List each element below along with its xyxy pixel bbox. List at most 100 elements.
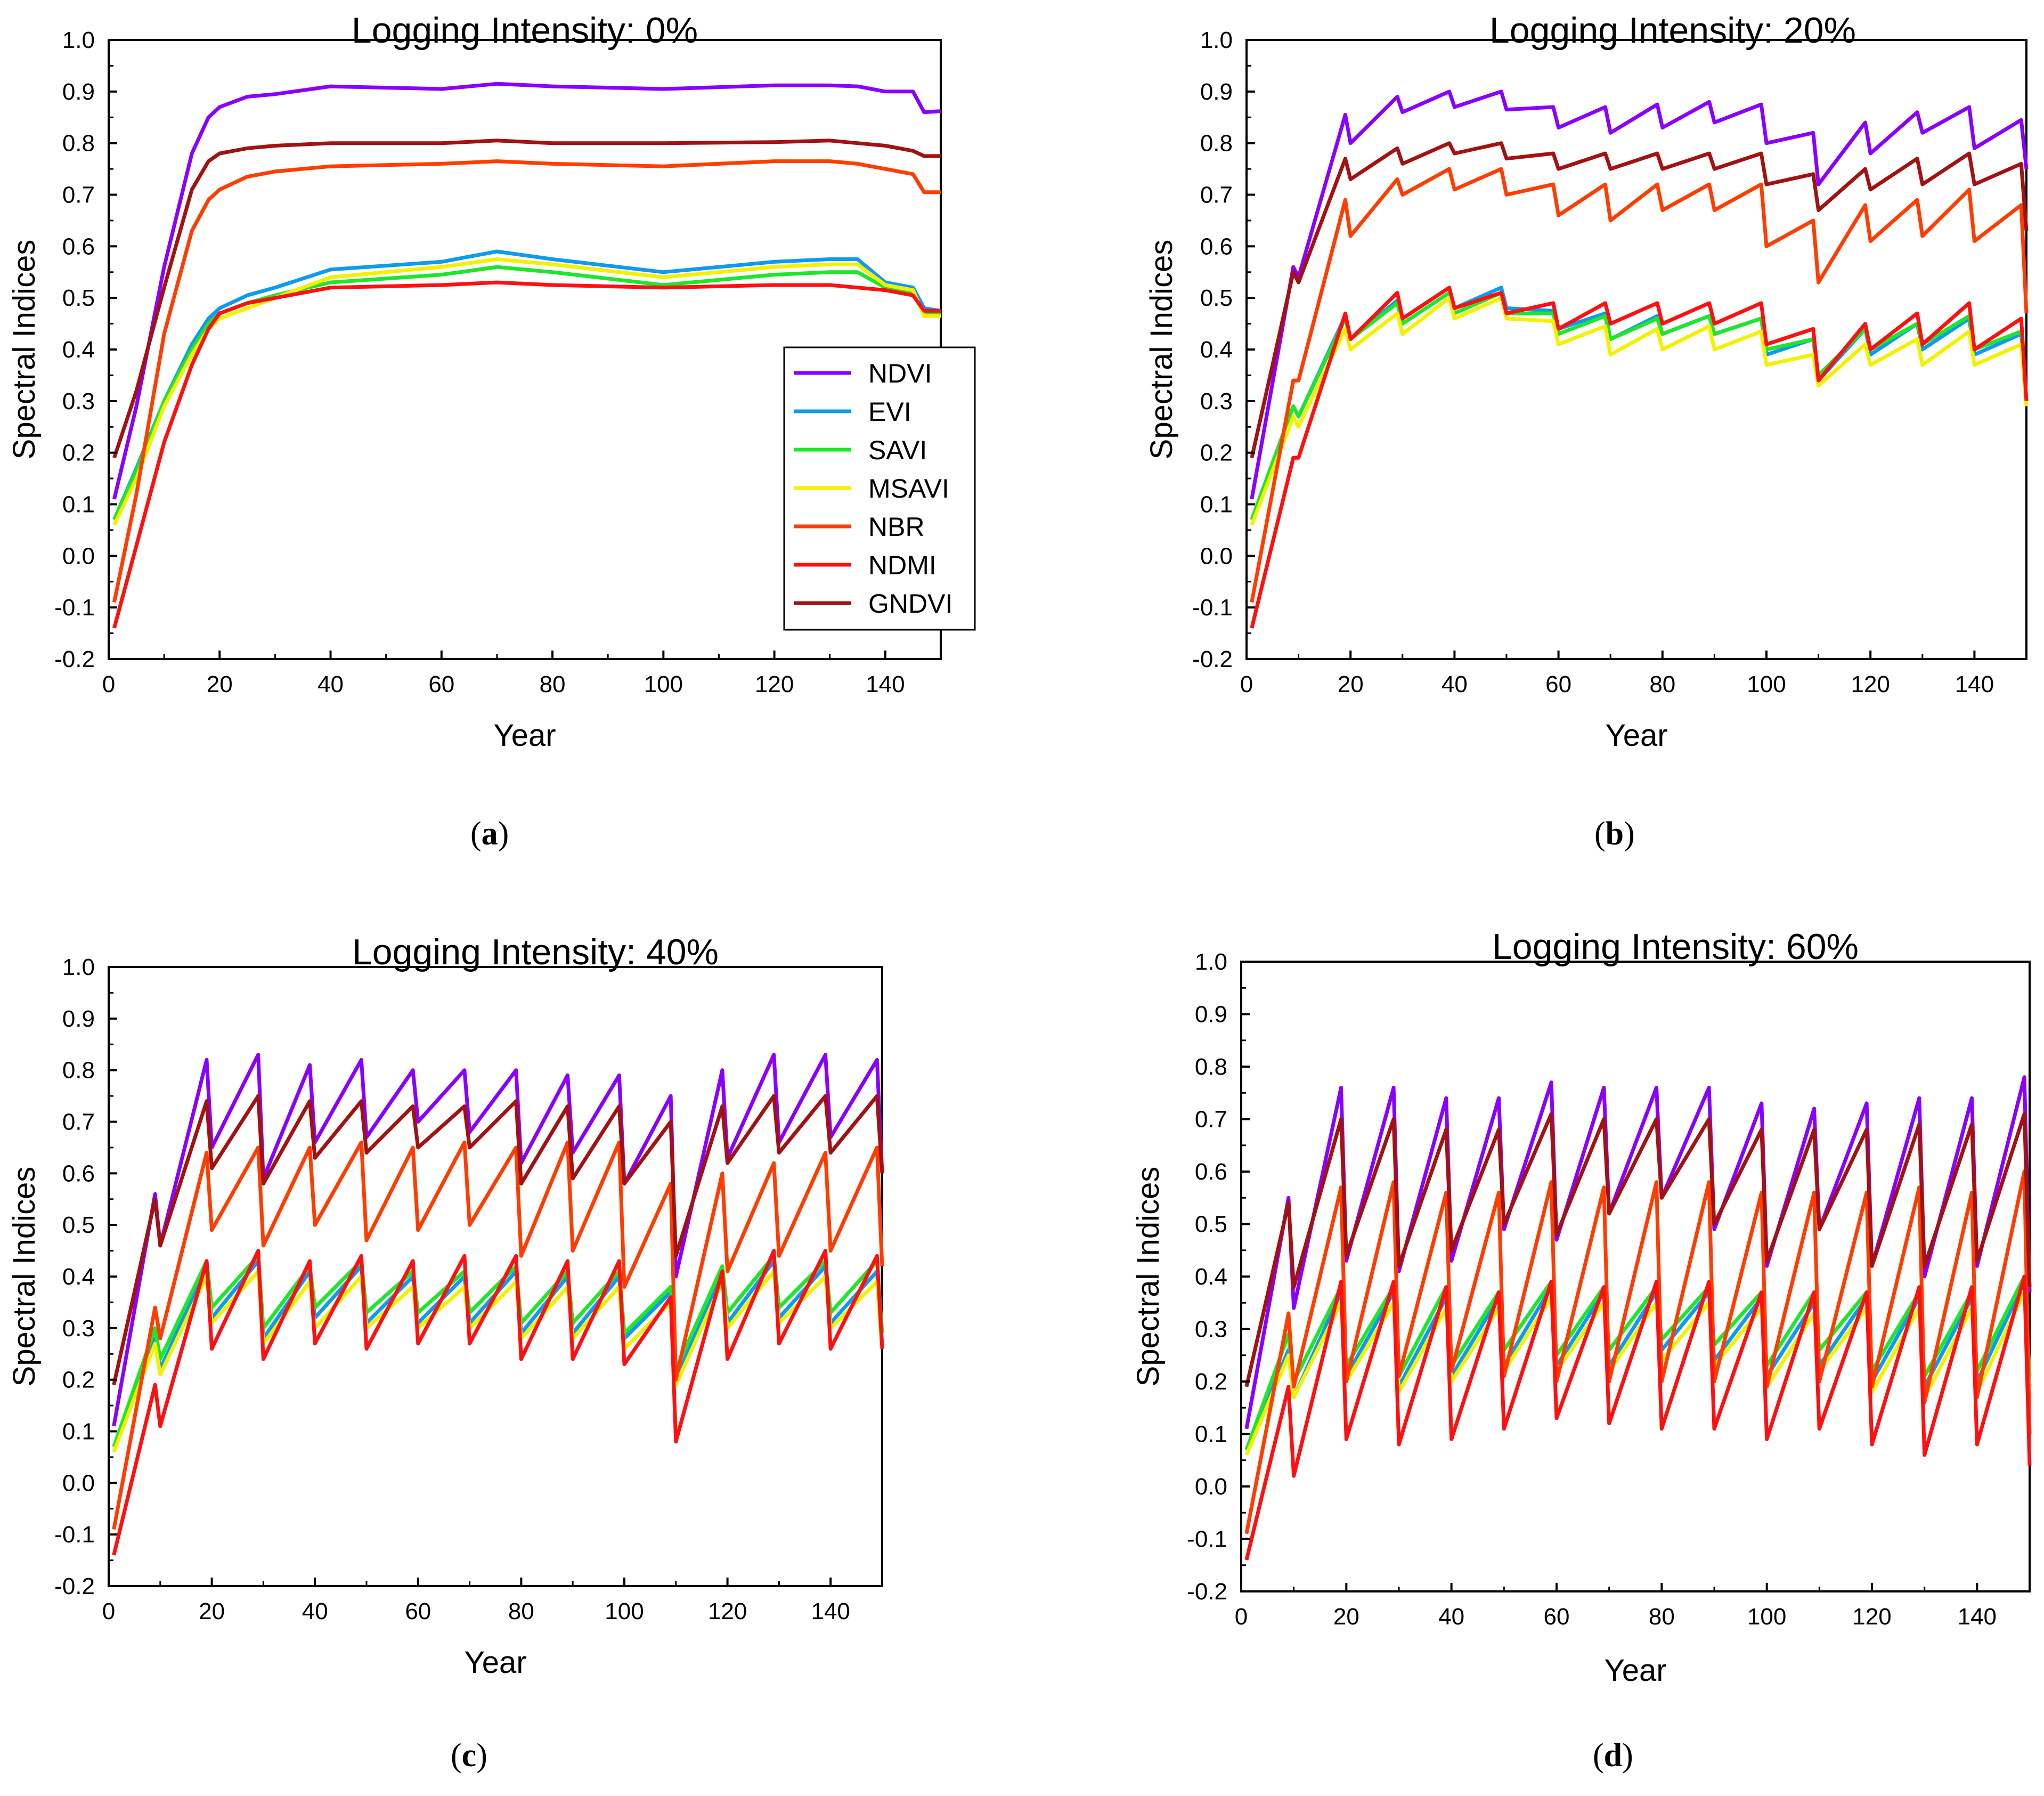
panel-d-ytick-label: 0.9 bbox=[1195, 1002, 1227, 1028]
panel-d-xtick-label: 0 bbox=[1235, 1604, 1248, 1630]
panel-b-xtick-label: 140 bbox=[1955, 671, 1994, 697]
panel-d-series-ndmi bbox=[1244, 1274, 2032, 1561]
panel-c: Logging Intensity: 40% -0.2 -0.1 0.0 0.1 0.2… bbox=[7, 932, 884, 1774]
panel-b-ytick-label: 1.0 bbox=[1200, 27, 1233, 53]
panel-b-xtick-label: 120 bbox=[1851, 671, 1890, 697]
panel-d-ytick-label: 0.4 bbox=[1195, 1264, 1227, 1290]
panel-b-ytick-label: 0.8 bbox=[1200, 131, 1233, 157]
panel-d-xtick-label: 120 bbox=[1852, 1604, 1891, 1630]
panel-a-ytick-label: 0.5 bbox=[62, 285, 95, 311]
panel-d-series-nbr bbox=[1244, 1169, 2032, 1534]
panel-b: Logging Intensity: 20% -0.2 -0.1 0.0 0.1 0.2… bbox=[1144, 10, 2029, 852]
panel-d-caption: (d) bbox=[1593, 1737, 1633, 1774]
panel-c-xtick-label: 40 bbox=[302, 1598, 328, 1624]
panel-c-xtick-label: 60 bbox=[405, 1598, 431, 1624]
panel-a-series-ndmi bbox=[112, 280, 941, 629]
panel-c-ytick-label: 0.5 bbox=[62, 1212, 95, 1238]
legend-label-msavi: MSAVI bbox=[868, 474, 949, 503]
panel-d-xtick-label: 40 bbox=[1438, 1604, 1464, 1630]
panel-d-ytick-label: -0.1 bbox=[1187, 1526, 1227, 1553]
panel-c-ytick-label: 0.8 bbox=[62, 1058, 95, 1084]
panel-b-ytick-label: 0.0 bbox=[1200, 543, 1233, 569]
panel-b-ytick-label: 0.6 bbox=[1200, 233, 1233, 259]
panel-c-xtick-label: 0 bbox=[102, 1598, 115, 1624]
panel-b-ytick-label: 0.9 bbox=[1200, 79, 1233, 105]
panel-a-series-msavi bbox=[112, 257, 941, 526]
panel-a-caption: (a) bbox=[470, 816, 509, 852]
panel-a-ytick-label: 0.3 bbox=[62, 388, 95, 415]
panel-a-ytick-label: -0.1 bbox=[54, 595, 95, 621]
panel-a-series-evi bbox=[112, 249, 941, 521]
panel-a-ytick-label: 0.9 bbox=[62, 79, 95, 105]
panel-c-ytick-label: 0.4 bbox=[62, 1264, 95, 1290]
panel-a-xtick-label: 40 bbox=[317, 671, 344, 697]
panel-b-ytick-label: -0.2 bbox=[1192, 646, 1233, 672]
panel-c-title: Logging Intensity: 40% bbox=[352, 932, 719, 972]
panel-b-series-msavi bbox=[1250, 296, 2029, 526]
panel-d-ytick-label: -0.2 bbox=[1187, 1579, 1227, 1605]
panel-a-title: Logging Intensity: 0% bbox=[352, 10, 698, 51]
panel-b-xtick-label: 80 bbox=[1649, 671, 1675, 697]
panel-c-ytick-label: 0.6 bbox=[62, 1160, 95, 1187]
panel-d-series-gndvi bbox=[1244, 1112, 2032, 1387]
panel-c-series-ndmi bbox=[112, 1249, 884, 1556]
panel-a-series-savi bbox=[112, 265, 941, 521]
panel-b-xlabel: Year bbox=[1605, 718, 1667, 753]
panel-a-ytick-label: 1.0 bbox=[62, 27, 95, 53]
panel-d-ytick-label: 0.0 bbox=[1195, 1474, 1227, 1500]
panel-d-xtick-label: 20 bbox=[1333, 1604, 1359, 1630]
panel-b-series-gndvi bbox=[1250, 141, 2029, 459]
panel-b-xtick-label: 20 bbox=[1338, 671, 1364, 697]
panel-b-series-ndmi bbox=[1250, 286, 2029, 629]
panel-b-ytick-label: 0.2 bbox=[1200, 440, 1233, 466]
panel-d-series-ndvi bbox=[1244, 1075, 2032, 1429]
panel-d: Logging Intensity: 60% -0.2 -0.1 0.0 0.1 0.2… bbox=[1131, 927, 2032, 1774]
legend-label-gndvi: GNDVI bbox=[868, 589, 952, 619]
panel-c-ytick-label: -0.1 bbox=[54, 1522, 95, 1548]
panel-c-frame bbox=[108, 966, 883, 1587]
panel-d-xtick-label: 140 bbox=[1958, 1604, 1997, 1630]
panel-d-ytick-label: 0.5 bbox=[1195, 1212, 1227, 1238]
panel-c-xtick-label: 80 bbox=[508, 1598, 534, 1624]
panel-d-ytick-label: 0.7 bbox=[1195, 1107, 1227, 1133]
panel-a-xtick-label: 140 bbox=[866, 671, 905, 697]
panel-a-series-ndvi bbox=[112, 82, 941, 500]
panel-a-xtick-label: 60 bbox=[428, 671, 454, 697]
panel-c-ytick-label: 1.0 bbox=[62, 954, 95, 980]
panel-a-xtick-label: 20 bbox=[207, 671, 233, 697]
panel-b-ytick-label: 0.5 bbox=[1200, 285, 1233, 311]
panel-c-ylabel: Spectral Indices bbox=[7, 1167, 42, 1387]
panel-c-xtick-label: 140 bbox=[811, 1598, 850, 1624]
panel-c-ytick-label: 0.0 bbox=[62, 1470, 95, 1496]
panel-a-xtick-label: 0 bbox=[102, 671, 115, 697]
panel-a-ylabel: Spectral Indices bbox=[7, 240, 42, 460]
panel-b-xtick-label: 60 bbox=[1545, 671, 1571, 697]
panel-a-ytick-label: -0.2 bbox=[54, 646, 95, 672]
panel-b-xtick-label: 100 bbox=[1747, 671, 1786, 697]
panel-d-ytick-label: 0.6 bbox=[1195, 1159, 1227, 1185]
legend: NDVI EVI SAVI MSAVI NBR NDMI GNDVI bbox=[783, 346, 976, 631]
panel-d-ytick-label: 0.8 bbox=[1195, 1054, 1227, 1080]
panel-b-ytick-label: -0.1 bbox=[1192, 595, 1233, 621]
panel-b-ytick-label: 0.3 bbox=[1200, 388, 1233, 415]
legend-label-nbr: NBR bbox=[868, 512, 925, 542]
legend-label-ndmi: NDMI bbox=[868, 550, 937, 580]
panel-c-series-ndvi bbox=[112, 1053, 884, 1427]
panel-d-ylabel: Spectral Indices bbox=[1131, 1167, 1166, 1387]
panel-d-xtick-label: 60 bbox=[1544, 1604, 1570, 1630]
panel-a-xtick-label: 80 bbox=[540, 671, 566, 697]
panel-a-xtick-label: 120 bbox=[755, 671, 794, 697]
panel-b-ylabel: Spectral Indices bbox=[1144, 240, 1179, 460]
panel-a-ytick-label: 0.0 bbox=[62, 543, 95, 569]
panel-c-xtick-label: 20 bbox=[199, 1598, 225, 1624]
panel-a-xtick-label: 100 bbox=[644, 671, 683, 697]
panel-b-ytick-label: 0.4 bbox=[1200, 337, 1233, 363]
panel-c-xtick-label: 120 bbox=[708, 1598, 747, 1624]
panel-b-series-ndvi bbox=[1250, 90, 2029, 500]
panel-b-title: Logging Intensity: 20% bbox=[1489, 10, 1856, 51]
panel-a-ytick-label: 0.7 bbox=[62, 182, 95, 208]
panel-b-caption: (b) bbox=[1594, 816, 1635, 852]
panel-c-ytick-label: 0.2 bbox=[62, 1367, 95, 1393]
panel-b-xtick-label: 40 bbox=[1442, 671, 1468, 697]
panel-d-ytick-label: 0.2 bbox=[1195, 1369, 1227, 1395]
